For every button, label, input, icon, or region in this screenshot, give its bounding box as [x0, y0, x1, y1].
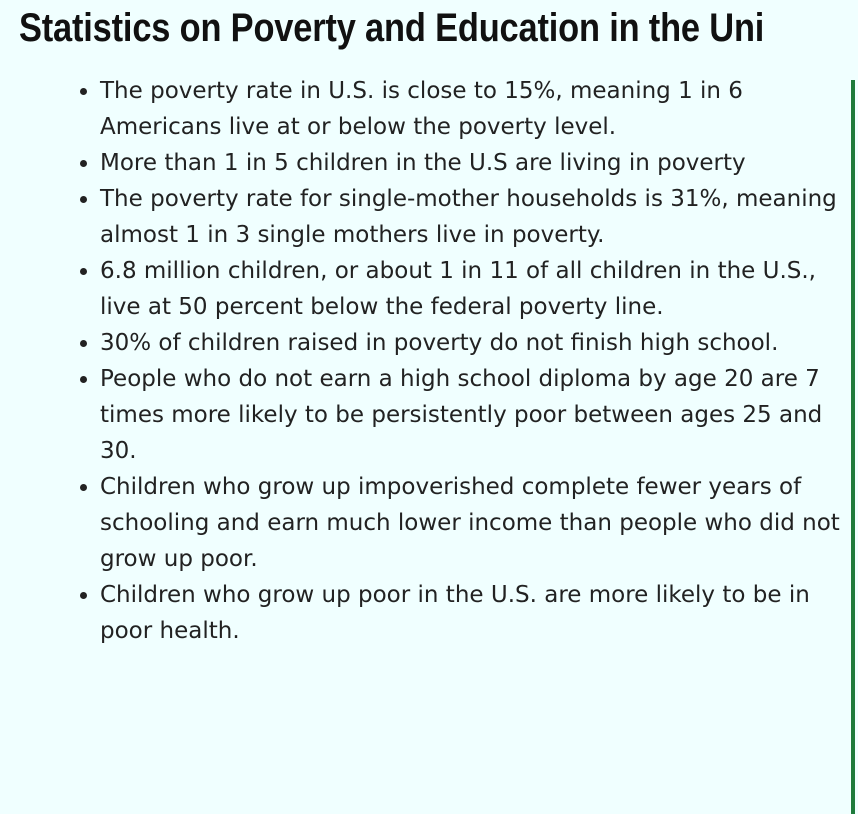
page-title: Statistics on Poverty and Education in t…: [19, 6, 765, 50]
list-item: Children who grow up impoverished comple…: [100, 469, 840, 577]
list-item: The poverty rate for single-mother house…: [100, 181, 840, 253]
statistics-list: The poverty rate in U.S. is close to 15%…: [62, 73, 840, 649]
list-item: The poverty rate in U.S. is close to 15%…: [100, 73, 840, 145]
list-item: More than 1 in 5 children in the U.S are…: [100, 145, 840, 181]
list-item: People who do not earn a high school dip…: [100, 361, 840, 469]
list-item: 6.8 million children, or about 1 in 11 o…: [100, 253, 840, 325]
list-item: 30% of children raised in poverty do not…: [100, 325, 840, 361]
panel-border: [851, 80, 855, 814]
list-item: Children who grow up poor in the U.S. ar…: [100, 577, 840, 649]
